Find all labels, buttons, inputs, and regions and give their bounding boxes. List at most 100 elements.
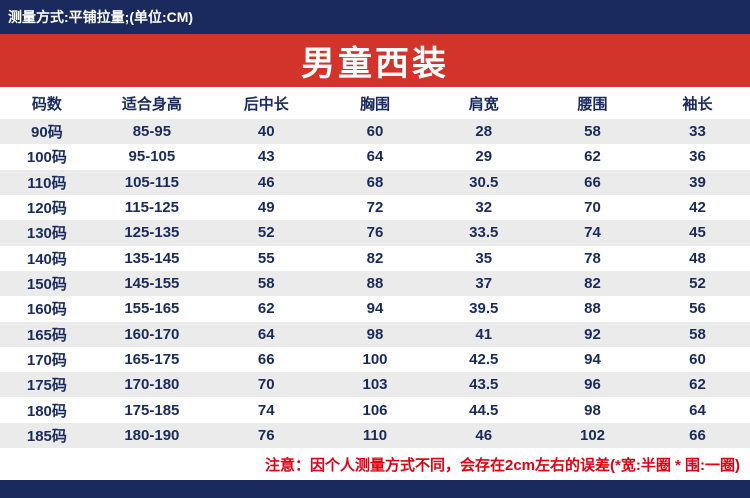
table-cell: 125-135 xyxy=(124,224,180,242)
table-cell: 46 xyxy=(475,426,493,444)
table-row: 90码 85-95 40 60 28 58 33 xyxy=(0,119,750,145)
measurement-method-bar: 测量方式:平铺拉量;(单位:CM) xyxy=(0,0,750,34)
table-cell: 68 xyxy=(366,173,384,191)
table-cell: 110 xyxy=(362,426,388,444)
table-cell: 140码 xyxy=(26,250,67,268)
table-cell: 120码 xyxy=(26,200,67,218)
table-cell: 44.5 xyxy=(469,401,499,419)
table-cell: 103 xyxy=(362,376,388,394)
table-row: 170码 165-175 66 100 42.5 94 60 xyxy=(0,346,750,373)
table-row: 120码 115-125 49 72 32 70 42 xyxy=(0,194,750,221)
table-cell: 45 xyxy=(689,224,706,242)
table-cell: 82 xyxy=(366,249,384,267)
table-cell: 48 xyxy=(689,249,706,267)
footer-bar xyxy=(0,480,750,498)
table-cell: 135-145 xyxy=(124,249,180,267)
table-cell: 66 xyxy=(257,350,275,368)
table-cell: 74 xyxy=(257,401,275,419)
table-row: 175码 170-180 70 103 43.5 96 62 xyxy=(0,372,750,398)
table-cell: 165-175 xyxy=(124,350,180,368)
table-cell: 82 xyxy=(584,275,601,293)
table-cell: 160码 xyxy=(26,301,67,319)
table-cell: 58 xyxy=(584,123,601,141)
table-cell: 145-155 xyxy=(124,275,180,293)
table-cell: 175-185 xyxy=(124,401,180,419)
table-cell: 100码 xyxy=(26,149,67,167)
table-cell: 102 xyxy=(579,426,606,444)
table-cell: 155-165 xyxy=(124,300,180,318)
table-body: 90码 85-95 40 60 28 58 33 100码 95-105 43 64 29 62 36 11… xyxy=(0,119,750,449)
measurement-method-text: 测量方式:平铺拉量;(单位:CM) xyxy=(8,9,194,25)
table-cell: 64 xyxy=(257,325,275,343)
table-row: 185码 180-190 76 110 46 102 66 xyxy=(0,422,750,449)
table-cell: 115-125 xyxy=(124,199,179,217)
column-header: 袖长 xyxy=(682,95,713,113)
table-cell: 72 xyxy=(366,199,384,217)
table-cell: 33 xyxy=(689,123,706,141)
page-title: 男童西装 xyxy=(301,45,449,83)
table-cell: 46 xyxy=(257,173,275,191)
table-cell: 41 xyxy=(475,325,493,343)
table-cell: 70 xyxy=(584,199,601,217)
table-cell: 185码 xyxy=(26,427,67,445)
table-cell: 62 xyxy=(689,376,706,394)
column-header: 适合身高 xyxy=(121,95,182,113)
table-cell: 29 xyxy=(475,148,493,166)
column-header: 肩宽 xyxy=(468,95,499,113)
table-row: 165码 160-170 64 98 41 92 58 xyxy=(0,321,750,347)
table-cell: 64 xyxy=(689,401,706,419)
table-cell: 175码 xyxy=(26,377,67,395)
table-cell: 62 xyxy=(584,148,601,166)
table-cell: 52 xyxy=(689,275,706,293)
table-cell: 94 xyxy=(366,300,384,318)
table-cell: 170-180 xyxy=(124,376,180,394)
table-cell: 60 xyxy=(366,123,384,141)
table-cell: 160-170 xyxy=(124,325,180,343)
table-cell: 49 xyxy=(257,199,275,217)
table-cell: 32 xyxy=(475,199,493,217)
table-cell: 110码 xyxy=(27,174,67,192)
table-cell: 42 xyxy=(689,199,706,217)
table-cell: 180-190 xyxy=(124,426,180,444)
table-cell: 58 xyxy=(257,275,275,293)
table-cell: 55 xyxy=(257,249,275,267)
note-row: 注意：因个人测量方式不同，会存在2cm左右的误差(*宽:半圈 * 围:一圈) xyxy=(0,448,750,480)
table-cell: 88 xyxy=(584,300,601,318)
table-cell: 95-105 xyxy=(128,148,176,166)
table-cell: 106 xyxy=(362,401,388,419)
table-cell: 56 xyxy=(689,300,706,318)
table-cell: 92 xyxy=(584,325,601,343)
table-cell: 180码 xyxy=(26,402,67,420)
table-cell: 78 xyxy=(584,249,601,267)
table-cell: 58 xyxy=(689,325,706,343)
table-cell: 52 xyxy=(257,224,275,242)
table-cell: 170码 xyxy=(26,351,67,369)
table-cell: 85-95 xyxy=(132,123,172,141)
table-cell: 130码 xyxy=(26,225,67,243)
table-cell: 64 xyxy=(366,148,384,166)
table-cell: 76 xyxy=(257,426,275,444)
note-text: 注意：因个人测量方式不同，会存在2cm左右的误差(*宽:半圈 * 围:一圈) xyxy=(264,456,740,474)
table-cell: 35 xyxy=(475,249,493,267)
table-row: 100码 95-105 43 64 29 62 36 xyxy=(0,144,750,170)
table-row: 110码 105-115 46 68 30.5 66 39 xyxy=(0,169,750,195)
table-cell: 96 xyxy=(584,376,601,394)
table-cell: 40 xyxy=(257,123,275,141)
table-cell: 43.5 xyxy=(469,376,499,394)
table-cell: 37 xyxy=(475,275,493,293)
table-cell: 70 xyxy=(257,376,275,394)
table-cell: 66 xyxy=(689,426,706,444)
column-header: 胸围 xyxy=(359,95,390,113)
table-cell: 90码 xyxy=(31,124,63,142)
table-cell: 74 xyxy=(584,224,601,242)
table-cell: 165码 xyxy=(26,326,67,344)
table-cell: 66 xyxy=(584,173,601,191)
table-cell: 62 xyxy=(257,300,275,318)
table-cell: 98 xyxy=(584,401,601,419)
table-row: 160码 155-165 62 94 39.5 88 56 xyxy=(0,296,750,322)
table-cell: 94 xyxy=(584,350,601,368)
table-cell: 76 xyxy=(366,224,384,242)
table-row: 180码 175-185 74 106 44.5 98 64 xyxy=(0,397,750,423)
column-header: 后中长 xyxy=(243,95,289,113)
